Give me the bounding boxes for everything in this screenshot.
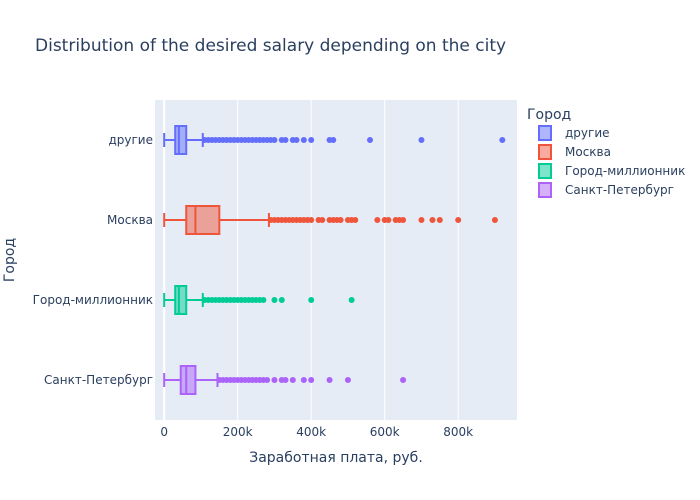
x-tick-label: 400k bbox=[296, 425, 326, 439]
box bbox=[174, 125, 188, 155]
outlier-point bbox=[400, 217, 407, 223]
outlier-point bbox=[300, 377, 307, 383]
x-axis-title: Заработная плата, руб. bbox=[249, 450, 423, 466]
outlier-point bbox=[293, 137, 300, 143]
legend[interactable]: Город другие Москва Город-миллионник Санкт-… bbox=[527, 107, 685, 198]
legend-item[interactable]: Город-миллионник bbox=[538, 163, 685, 179]
box bbox=[185, 205, 221, 235]
legend-label: Город-миллионник bbox=[565, 164, 685, 178]
outlier-point bbox=[308, 137, 315, 143]
outlier-point bbox=[260, 297, 267, 303]
legend-swatch bbox=[538, 182, 552, 198]
plot-area bbox=[155, 100, 517, 420]
x-tick-label: 800k bbox=[443, 425, 473, 439]
outlier-point bbox=[418, 137, 425, 143]
outlier-point bbox=[337, 217, 344, 223]
legend-item[interactable]: другие bbox=[538, 125, 610, 141]
legend-item[interactable]: Москва bbox=[538, 144, 611, 160]
legend-label: другие bbox=[565, 126, 610, 140]
outlier-point bbox=[308, 377, 315, 383]
x-tick-label: 0 bbox=[160, 425, 168, 439]
outlier-point bbox=[491, 217, 498, 223]
outlier-point bbox=[319, 217, 326, 223]
y-tick-label: Санкт-Петербург bbox=[44, 373, 153, 387]
outlier-point bbox=[499, 137, 506, 143]
outlier-point bbox=[400, 377, 407, 383]
box-trace bbox=[163, 285, 355, 315]
y-tick-label: Москва bbox=[107, 213, 153, 227]
y-axis-title: Город bbox=[2, 238, 18, 282]
x-tick-label: 200k bbox=[223, 425, 253, 439]
gridlines bbox=[163, 100, 459, 420]
outlier-point bbox=[366, 137, 373, 143]
box bbox=[179, 365, 197, 395]
outlier-point bbox=[326, 377, 333, 383]
outlier-point bbox=[300, 137, 307, 143]
y-axis: другие Москва Город-миллионник Санкт-Петерб… bbox=[33, 133, 153, 387]
legend-item[interactable]: Санкт-Петербург bbox=[538, 182, 674, 198]
outlier-point bbox=[455, 217, 462, 223]
outlier-point bbox=[429, 217, 436, 223]
legend-swatch bbox=[538, 163, 552, 179]
legend-label: Москва bbox=[565, 145, 611, 159]
legend-swatch bbox=[538, 125, 552, 141]
outlier-point bbox=[352, 217, 359, 223]
box-series bbox=[163, 125, 506, 395]
outlier-point bbox=[344, 377, 351, 383]
outlier-point bbox=[330, 137, 337, 143]
chart-title: Distribution of the desired salary depen… bbox=[35, 36, 506, 56]
legend-label: Санкт-Петербург bbox=[565, 183, 674, 197]
outlier-point bbox=[348, 297, 355, 303]
y-tick-label: другие bbox=[108, 133, 153, 147]
outlier-point bbox=[308, 297, 315, 303]
outlier-point bbox=[271, 377, 278, 383]
box-trace bbox=[163, 205, 498, 235]
outlier-point bbox=[289, 377, 296, 383]
outlier-point bbox=[264, 377, 271, 383]
x-axis: 0 200k 400k 600k 800k bbox=[160, 425, 473, 439]
legend-title: Город bbox=[527, 107, 571, 123]
outlier-point bbox=[278, 297, 285, 303]
legend-swatch bbox=[538, 144, 552, 160]
box-trace bbox=[163, 365, 407, 395]
outlier-point bbox=[282, 377, 289, 383]
y-tick-label: Город-миллионник bbox=[33, 293, 153, 307]
x-tick-label: 600k bbox=[370, 425, 400, 439]
box-trace bbox=[163, 125, 506, 155]
outlier-point bbox=[271, 297, 278, 303]
outlier-point bbox=[271, 137, 278, 143]
outlier-point bbox=[374, 217, 381, 223]
outlier-point bbox=[385, 217, 392, 223]
box bbox=[174, 285, 188, 315]
outlier-point bbox=[418, 217, 425, 223]
outlier-point bbox=[308, 217, 315, 223]
outlier-point bbox=[282, 137, 289, 143]
outlier-point bbox=[436, 217, 443, 223]
